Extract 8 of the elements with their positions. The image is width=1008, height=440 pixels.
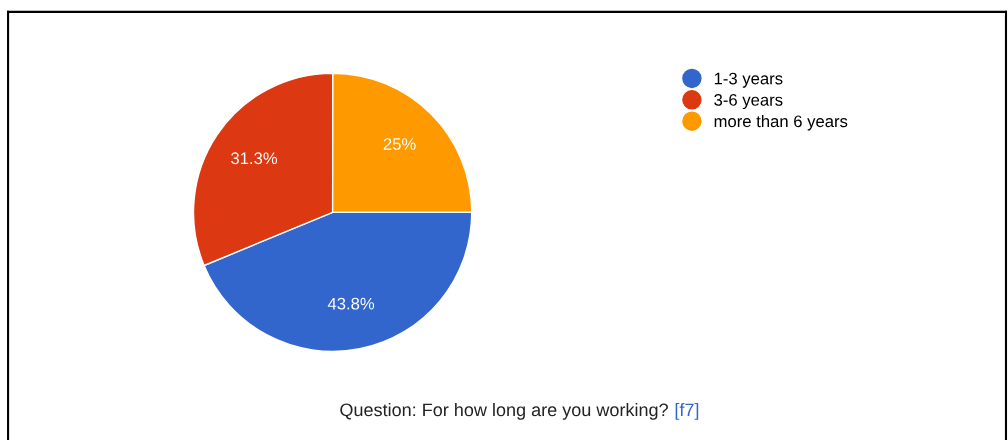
legend-label: more than 6 years bbox=[714, 114, 848, 131]
data-label: 31.3% bbox=[231, 152, 278, 165]
text: Question: For how long are you working? bbox=[340, 402, 668, 420]
legend-label: 3-6 years bbox=[714, 94, 783, 110]
text: [f7] bbox=[675, 402, 699, 420]
legend-label: 1-3 years bbox=[714, 72, 783, 88]
data-label: 25% bbox=[383, 138, 416, 150]
data-label: 43.8% bbox=[327, 297, 375, 310]
